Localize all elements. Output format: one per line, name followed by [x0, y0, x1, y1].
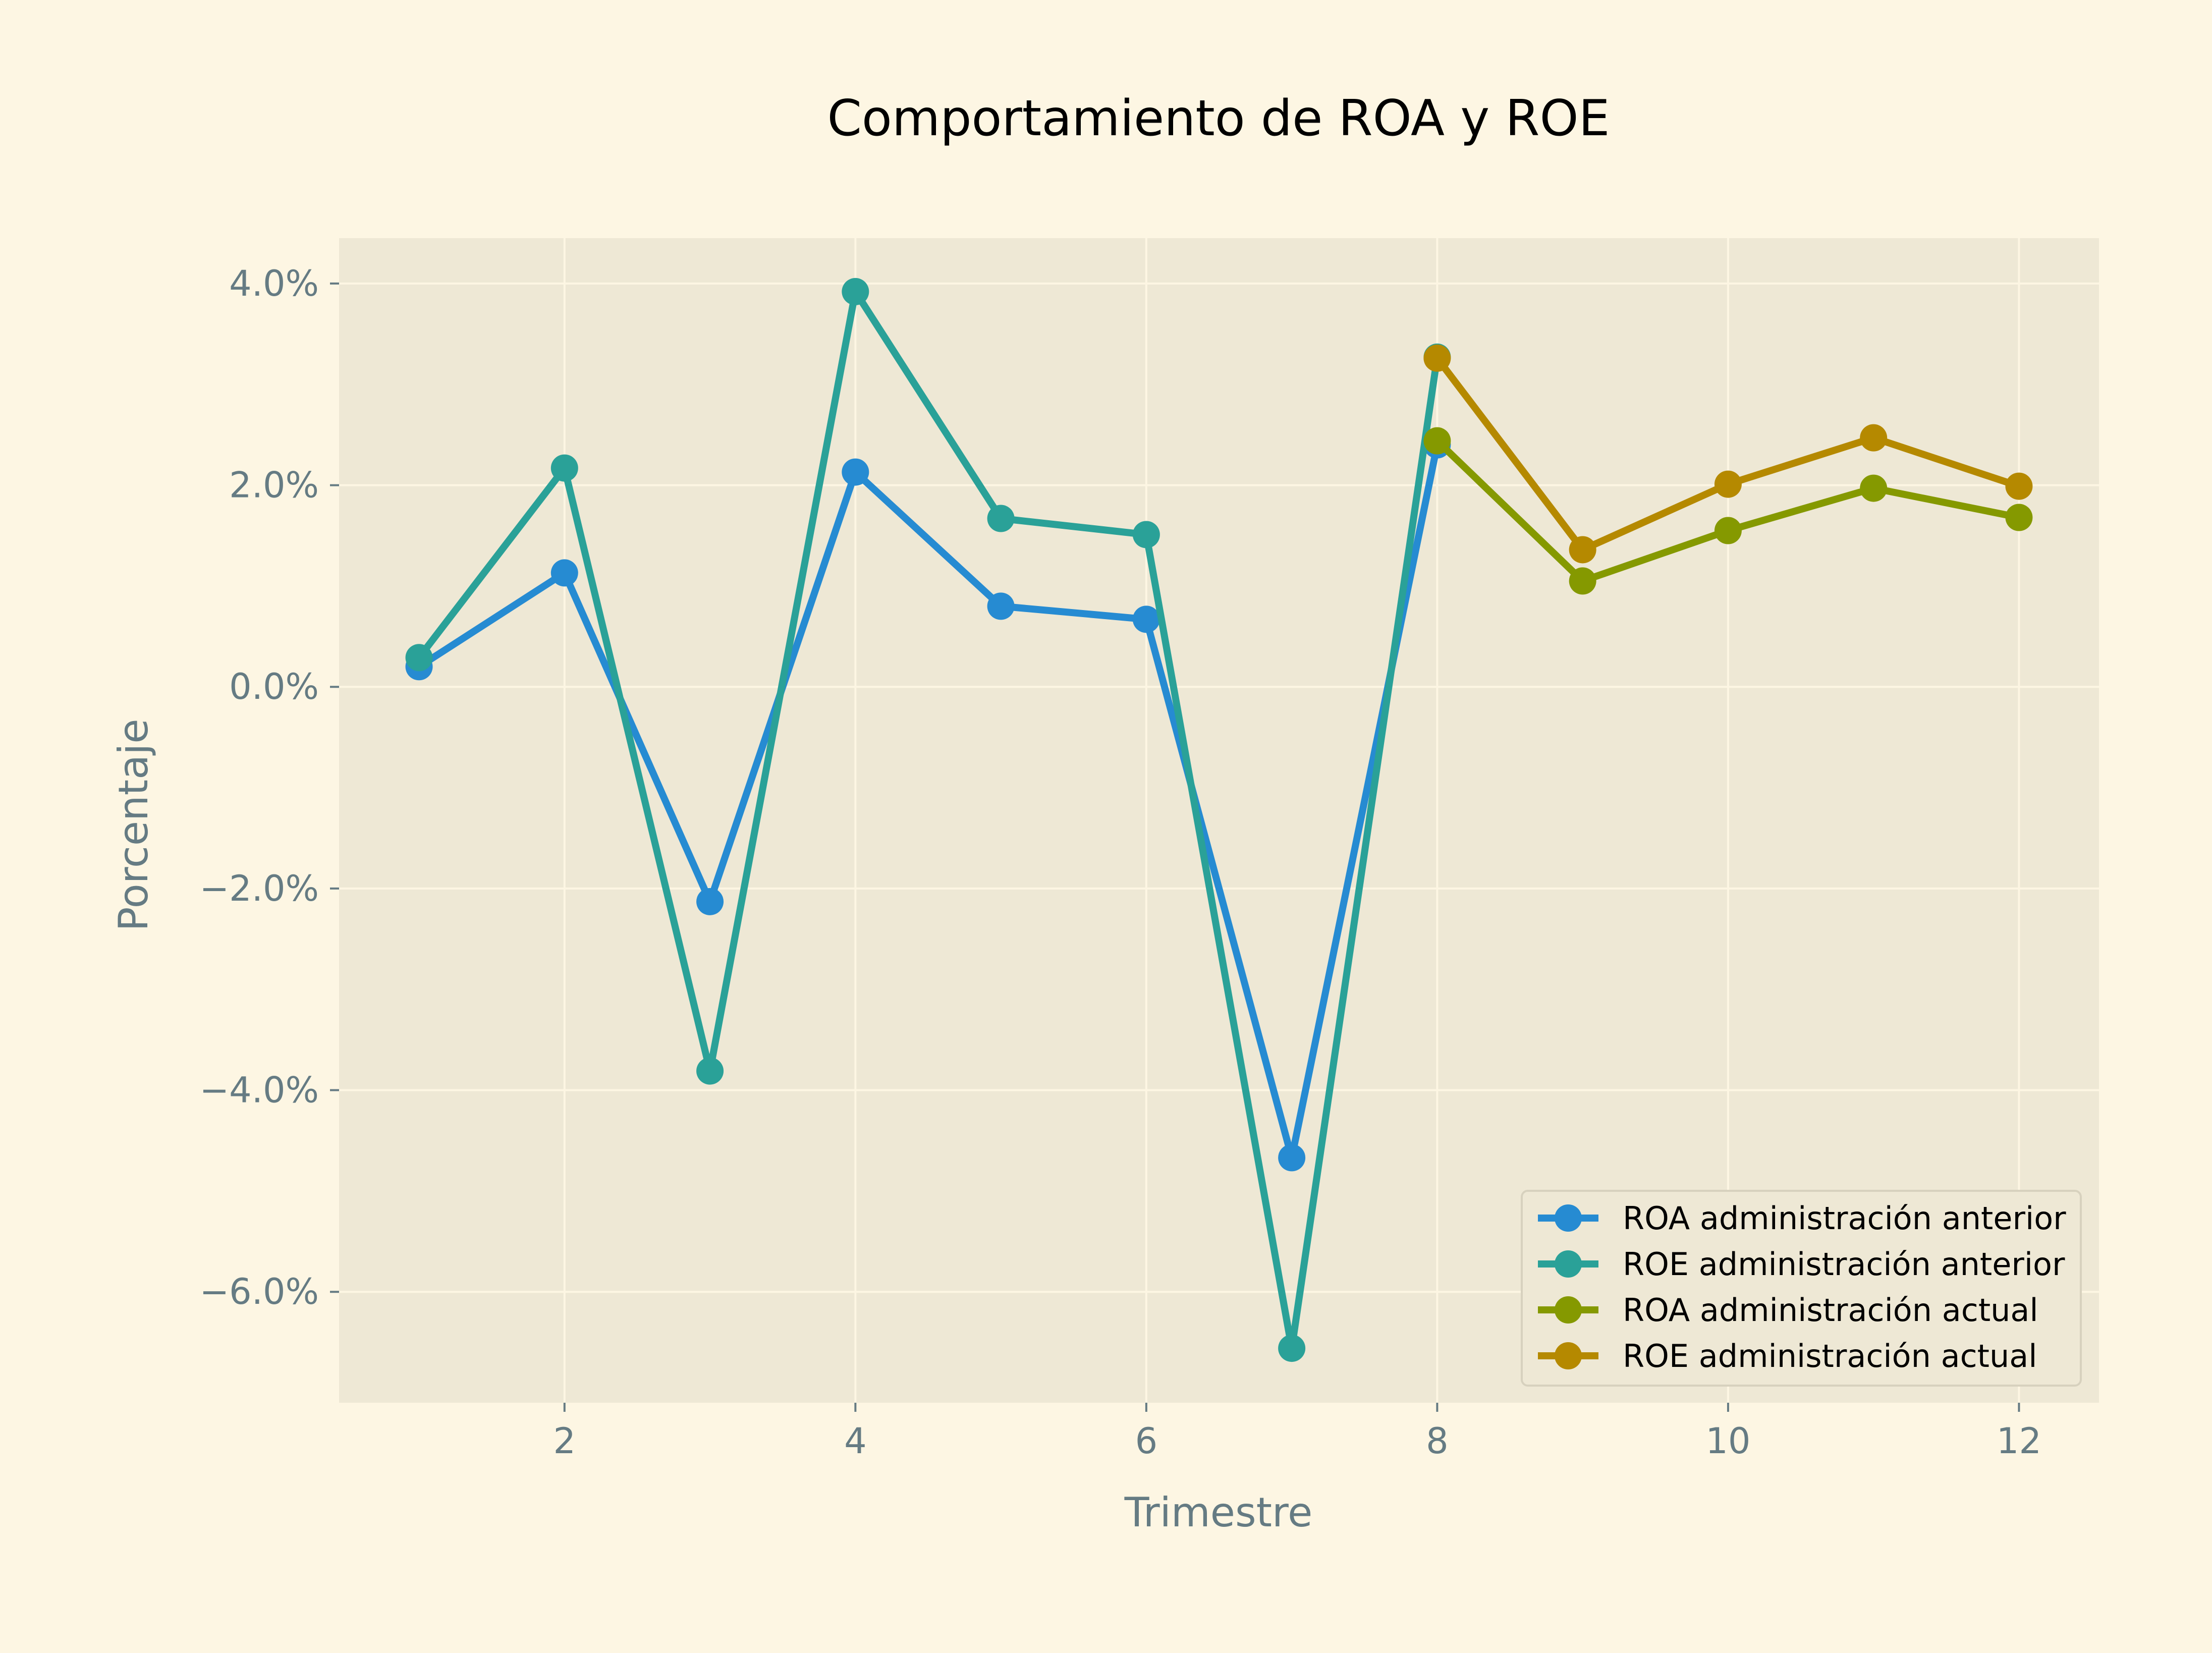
- data-point: [1423, 427, 1451, 455]
- x-tick-label: 8: [1426, 1420, 1449, 1462]
- data-point: [842, 278, 869, 305]
- data-point: [842, 458, 869, 486]
- y-tick-label: −2.0%: [200, 868, 319, 909]
- y-tick-label: −6.0%: [200, 1271, 319, 1312]
- data-point: [1132, 521, 1160, 548]
- data-point: [1569, 567, 1596, 595]
- data-point: [1860, 424, 1888, 452]
- data-point: [405, 644, 433, 672]
- series-line: [415, 441, 1441, 1162]
- series-4: [1423, 344, 2033, 564]
- data-point: [987, 505, 1015, 532]
- data-point: [987, 592, 1015, 620]
- y-tick-label: 0.0%: [229, 666, 319, 707]
- series-2: [405, 278, 1451, 1362]
- data-point: [1423, 344, 1451, 372]
- legend-marker: [1555, 1250, 1582, 1278]
- axis-ticks: 2 4 6 8 10 12 −6.0% −4.0% −2.0% 0.0% 2.0% 4.0%: [200, 263, 2041, 1462]
- chart-title: Comportamiento de ROA y ROE: [827, 90, 1610, 147]
- data-point: [550, 454, 578, 482]
- x-tick-label: 2: [554, 1420, 576, 1462]
- y-axis-label: Porcentaje: [110, 719, 157, 931]
- legend-frame: [1521, 1190, 2082, 1387]
- data-point: [2005, 504, 2033, 531]
- x-tick-label: 10: [1705, 1420, 1750, 1462]
- data-point: [696, 1057, 724, 1085]
- legend-label: ROA administración anterior: [1623, 1200, 2066, 1237]
- data-point: [1860, 474, 1888, 502]
- legend-label: ROA administración actual: [1623, 1292, 2038, 1329]
- series-line: [415, 288, 1441, 1352]
- y-tick-label: 2.0%: [229, 465, 319, 506]
- series-group: [405, 278, 2033, 1362]
- data-point: [696, 888, 724, 915]
- data-point: [1714, 470, 1742, 498]
- legend-label: ROE administración actual: [1623, 1338, 2037, 1374]
- legend: ROA administración anterior ROE administr…: [1521, 1190, 2082, 1387]
- legend-marker: [1555, 1342, 1582, 1369]
- data-point: [1569, 536, 1596, 564]
- y-tick-label: −4.0%: [200, 1070, 319, 1111]
- data-point: [1278, 1144, 1306, 1172]
- series-1: [405, 431, 1451, 1172]
- x-tick-label: 6: [1135, 1420, 1158, 1462]
- legend-marker: [1555, 1204, 1582, 1232]
- x-axis-label: Trimestre: [1124, 1489, 1313, 1536]
- x-tick-label: 4: [844, 1420, 867, 1462]
- x-tick-label: 12: [1997, 1420, 2041, 1462]
- legend-label: ROE administración anterior: [1623, 1246, 2065, 1283]
- legend-marker: [1555, 1296, 1582, 1324]
- y-tick-label: 4.0%: [229, 263, 319, 304]
- data-point: [550, 559, 578, 587]
- data-point: [1132, 605, 1160, 633]
- data-point: [2005, 472, 2033, 500]
- data-point: [1714, 517, 1742, 544]
- series-3: [1423, 427, 2033, 595]
- data-point: [1278, 1335, 1306, 1362]
